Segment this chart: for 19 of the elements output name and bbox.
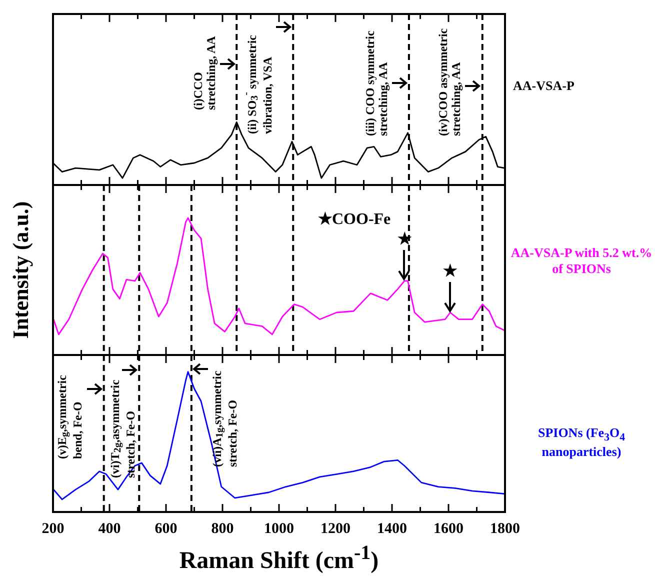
annotation: ★ <box>442 262 458 280</box>
x-tick-label: 400 <box>98 520 121 537</box>
annotation: ★COO-Fe <box>318 210 391 229</box>
annotation: (iii) COO symmetric stretching, AA <box>362 30 390 136</box>
y-axis-title: Intensity (a.u.) <box>8 201 34 339</box>
annotation: (i)CCO stretching, AA <box>190 35 218 110</box>
x-tick-label: 1000 <box>264 520 294 537</box>
x-tick-label: 200 <box>42 520 64 537</box>
x-tick-label: 1400 <box>377 520 407 537</box>
x-tick-label: 1600 <box>434 520 464 537</box>
text: AA-VSA-P <box>513 78 576 94</box>
x-tick-label: 800 <box>211 520 234 537</box>
x-tick-label: 1200 <box>320 520 350 537</box>
text: AA-VSA-P with 5.2 wt.% of SPIONs <box>510 245 654 277</box>
x-tick-label: 600 <box>154 520 178 537</box>
x-tick-label: 1800 <box>490 520 520 537</box>
text: SPIONs (Fe$_{3}$O$_{4}$ nanoparticles) <box>536 425 626 460</box>
x-axis-title: Raman Shift (cm$^{-1}$) <box>179 542 379 575</box>
annotation: (iv)COO asymmetric stretching, AA <box>436 27 464 136</box>
